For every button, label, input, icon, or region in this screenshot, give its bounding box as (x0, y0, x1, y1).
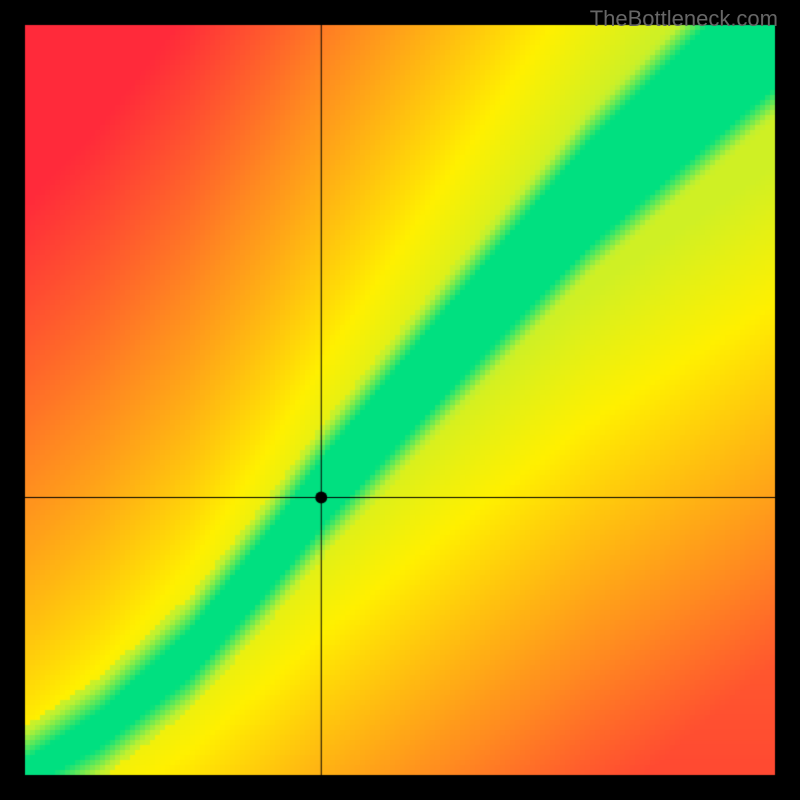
chart-container: TheBottleneck.com (0, 0, 800, 800)
bottleneck-heatmap-canvas (0, 0, 800, 800)
